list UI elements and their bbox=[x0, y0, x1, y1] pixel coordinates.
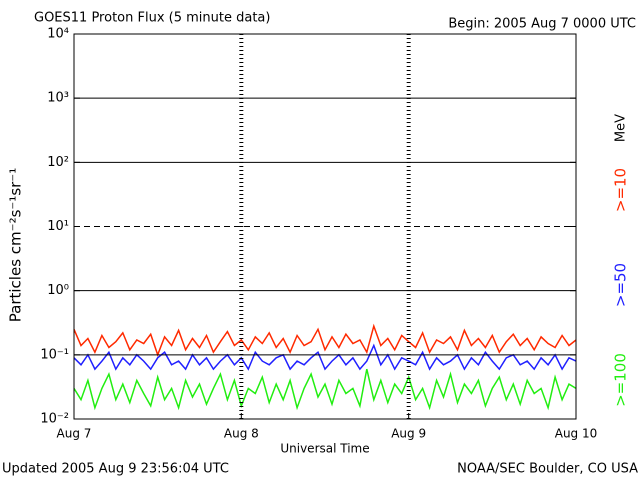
chart-title: GOES11 Proton Flux (5 minute data) bbox=[34, 11, 270, 26]
y-axis-label: Particles cm⁻²s⁻¹sr⁻¹ bbox=[7, 168, 25, 322]
legend-label: >=10 bbox=[612, 168, 630, 212]
y-tick-label: 10³ bbox=[47, 91, 69, 106]
legend-label: >=100 bbox=[612, 353, 630, 407]
chart-subtitle: Begin: 2005 Aug 7 0000 UTC bbox=[448, 17, 636, 32]
x-tick-label: Aug 9 bbox=[391, 427, 426, 441]
footer-left: Updated 2005 Aug 9 23:56:04 UTC bbox=[2, 462, 229, 477]
legend-label: >=50 bbox=[612, 263, 630, 307]
x-tick-label: Aug 7 bbox=[57, 427, 92, 441]
y-tick-label: 10¹ bbox=[47, 219, 69, 234]
y-tick-label: 10⁻¹ bbox=[40, 347, 69, 362]
y-tick-label: 10⁰ bbox=[47, 283, 69, 298]
footer-right: NOAA/SEC Boulder, CO USA bbox=[457, 462, 638, 477]
y-tick-label: 10² bbox=[47, 155, 69, 170]
y-tick-label: 10⁴ bbox=[47, 27, 69, 42]
x-tick-label: Aug 8 bbox=[224, 427, 259, 441]
y-tick-label: 10⁻² bbox=[40, 412, 69, 427]
series-line bbox=[73, 368, 577, 411]
legend-unit: MeV bbox=[614, 114, 629, 142]
series-line bbox=[73, 323, 577, 358]
x-axis-label: Universal Time bbox=[280, 442, 369, 456]
x-tick-label: Aug 10 bbox=[555, 427, 598, 441]
series-line bbox=[73, 343, 577, 371]
plot-frame bbox=[73, 33, 577, 420]
